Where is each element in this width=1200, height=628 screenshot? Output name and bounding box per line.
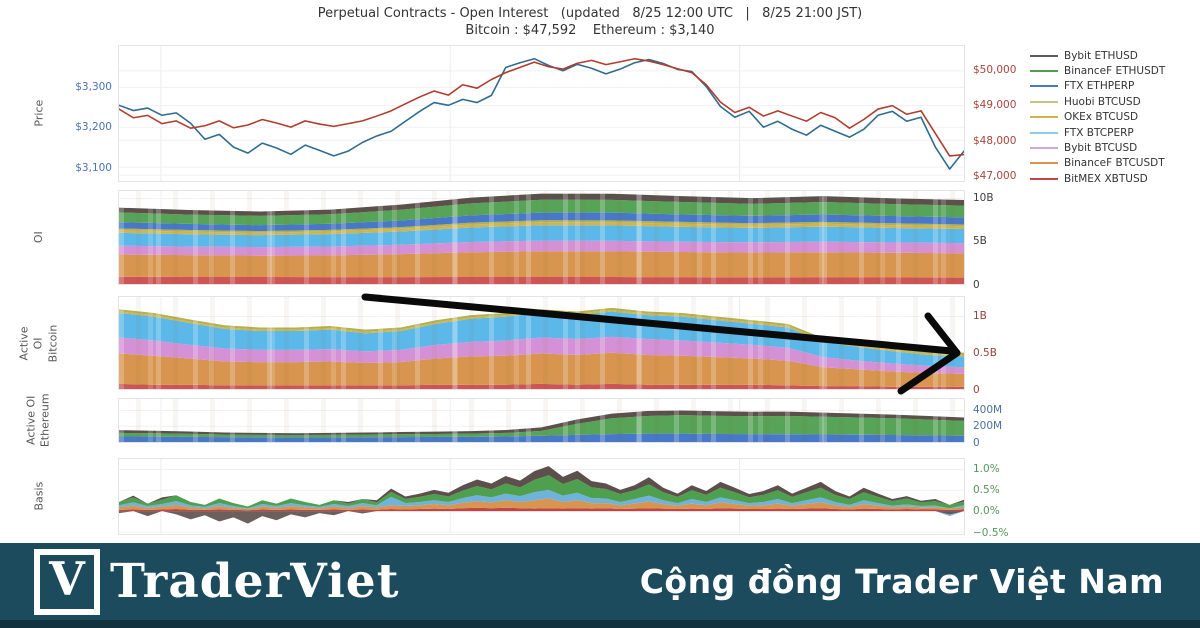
axis-label-price: Price — [20, 45, 58, 182]
tick-label-oi: 0 — [973, 278, 980, 291]
tick-label-aoi_btc: 1B — [973, 309, 987, 322]
legend: Bybit ETHUSD BinanceF ETHUSDT FTX ETHPERP H… — [1030, 48, 1165, 187]
brand-name: TraderViet — [110, 554, 400, 609]
tick-label-aoi_eth: 200M — [973, 420, 1003, 433]
footer-bottom-strip — [0, 620, 1200, 628]
legend-line-swatch — [1030, 131, 1058, 134]
traderviet-logo: V — [34, 548, 100, 615]
active-oi-ethereum-chart — [119, 399, 964, 442]
legend-label: BinanceF BTCUSDT — [1064, 157, 1165, 170]
tick-label-basis: −0.5% — [973, 526, 1009, 539]
legend-line-swatch — [1030, 147, 1058, 150]
legend-item[interactable]: FTX BTCPERP — [1030, 125, 1165, 140]
logo-v-icon: V — [49, 552, 85, 606]
legend-line-swatch — [1030, 116, 1058, 119]
chart-subtitle-prices: Bitcoin : $47,592 Ethereum : $3,140 — [465, 23, 715, 38]
tick-label-aoi_btc: 0.5B — [973, 346, 997, 359]
legend-item[interactable]: Bybit ETHUSD — [1030, 48, 1165, 63]
tick-label-aoi_btc: 0 — [973, 383, 980, 396]
legend-item[interactable]: BinanceF BTCUSDT — [1030, 156, 1165, 171]
legend-item[interactable]: Bybit BTCUSD — [1030, 140, 1165, 155]
axis-label-active-oi-bitcoin: Active OI Bitcoin — [17, 296, 60, 390]
legend-line-swatch — [1030, 162, 1058, 165]
legend-label: OKEx BTCUSD — [1064, 111, 1139, 124]
tick-label-oi: 10B — [973, 191, 994, 204]
tick-label-price: $48,000 — [973, 134, 1017, 147]
panel-aoi_eth — [118, 398, 965, 443]
axis-label-oi-text: OI — [31, 231, 45, 244]
tick-label-price: $49,000 — [973, 99, 1017, 112]
legend-item[interactable]: BinanceF ETHUSDT — [1030, 63, 1165, 78]
active-oi-bitcoin-chart — [119, 297, 964, 389]
legend-line-swatch — [1030, 70, 1058, 73]
axis-label-basis: Basis — [20, 458, 58, 535]
panel-basis — [118, 458, 965, 535]
oi-stacked-chart — [119, 191, 964, 284]
axis-label-active-oi-bitcoin-text: Active OI Bitcoin — [17, 324, 60, 362]
legend-line-swatch — [1030, 54, 1058, 57]
axis-label-basis-text: Basis — [31, 482, 45, 511]
legend-label: Bybit BTCUSD — [1064, 142, 1138, 155]
tick-label-price: $47,000 — [973, 169, 1017, 182]
axis-label-active-oi-ethereum-text: Active OI Ethereum — [24, 393, 52, 448]
legend-item[interactable]: Huobi BTCUSD — [1030, 94, 1165, 109]
tick-label-oi: 5B — [973, 235, 987, 248]
price-line-chart — [119, 46, 964, 181]
tick-label-basis: 0.5% — [973, 483, 1000, 496]
legend-line-swatch — [1030, 85, 1058, 88]
tick-label-price: $3,100 — [75, 161, 112, 174]
legend-item[interactable]: FTX ETHPERP — [1030, 79, 1165, 94]
legend-label: FTX BTCPERP — [1064, 126, 1134, 139]
tick-label-aoi_eth: 400M — [973, 403, 1003, 416]
legend-label: BitMEX XBTUSD — [1064, 172, 1148, 185]
legend-label: FTX ETHPERP — [1064, 80, 1135, 93]
tick-label-price: $3,300 — [75, 80, 112, 93]
panel-price — [118, 45, 965, 182]
footer-brand-bar: V TraderViet Cộng đồng Trader Việt Nam — [0, 543, 1200, 620]
basis-chart — [119, 459, 964, 534]
legend-line-swatch — [1030, 177, 1058, 180]
legend-item[interactable]: BitMEX XBTUSD — [1030, 171, 1165, 186]
legend-label: Huobi BTCUSD — [1064, 95, 1141, 108]
chart-title: Perpetual Contracts - Open Interest (upd… — [317, 6, 863, 21]
legend-label: Bybit ETHUSD — [1064, 49, 1138, 62]
brand-tagline: Cộng đồng Trader Việt Nam — [639, 562, 1164, 601]
legend-label: BinanceF ETHUSDT — [1064, 65, 1166, 78]
panel-oi — [118, 190, 965, 285]
legend-item[interactable]: OKEx BTCUSD — [1030, 110, 1165, 125]
tick-label-price: $3,200 — [75, 121, 112, 134]
tick-label-aoi_eth: 0 — [973, 436, 980, 449]
tick-label-basis: 0.0% — [973, 505, 1000, 518]
tick-label-basis: 1.0% — [973, 462, 1000, 475]
axis-label-oi: OI — [20, 190, 58, 285]
tick-label-price: $50,000 — [973, 63, 1017, 76]
panel-aoi_btc — [118, 296, 965, 390]
axis-label-active-oi-ethereum: Active OI Ethereum — [20, 394, 58, 448]
legend-line-swatch — [1030, 100, 1058, 103]
